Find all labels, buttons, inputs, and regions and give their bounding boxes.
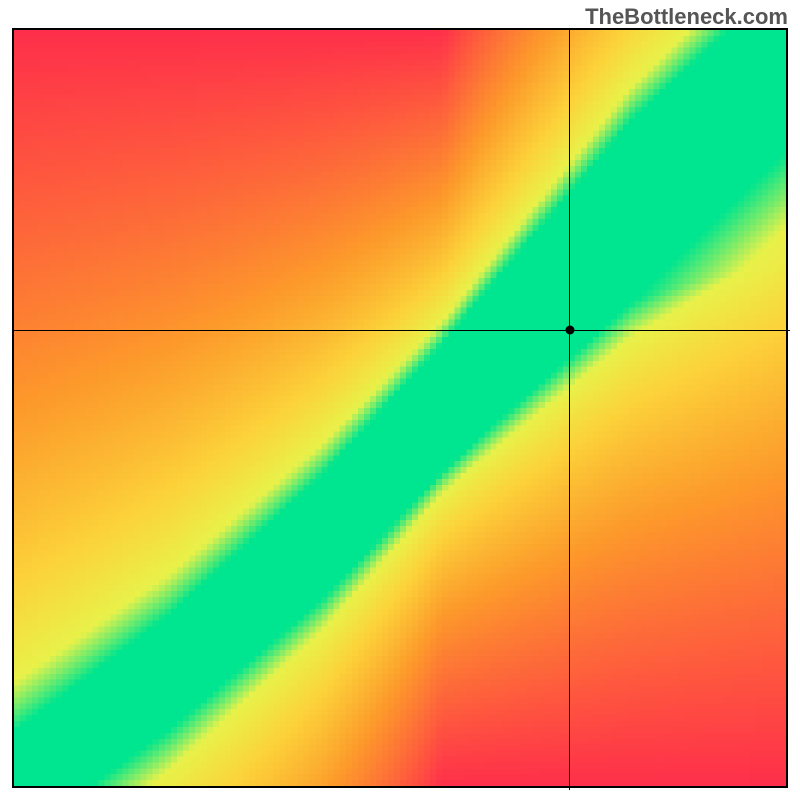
watermark-text: TheBottleneck.com [585, 4, 788, 30]
crosshair-marker [565, 326, 574, 335]
crosshair-vertical [569, 30, 570, 790]
crosshair-horizontal [14, 330, 790, 331]
heatmap-canvas [14, 30, 786, 786]
chart-container: TheBottleneck.com [0, 0, 800, 800]
heatmap-plot [12, 28, 788, 788]
